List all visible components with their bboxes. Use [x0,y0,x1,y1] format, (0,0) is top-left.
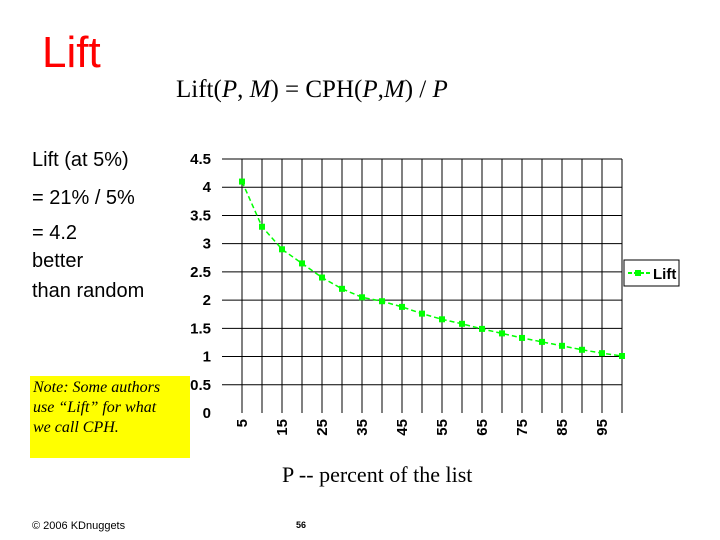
y-tick-label: 4.5 [190,151,211,168]
y-tick-label: 0 [203,405,211,422]
y-tick-label: 2 [203,292,211,309]
series-line-lift [241,181,623,357]
x-tick-label: 85 [554,419,571,436]
lift-value-text: = 4.2 [32,222,78,244]
y-tick-label: 3 [203,236,211,253]
note-box: Note: Some authors use “Lift” for what w… [30,376,190,458]
data-point [339,285,345,292]
page-number: 56 [296,520,307,530]
data-point [619,352,625,359]
note-line: we call CPH. [33,419,119,436]
x-tick-label: 75 [514,419,531,436]
note-line: use “Lift” for what [33,399,157,416]
data-point [459,320,465,327]
data-point [479,325,485,332]
y-tick-label: 1.5 [190,320,211,337]
data-point [259,223,265,230]
lift-at-5-label: Lift (at 5%) [32,149,129,171]
copyright: © 2006 KDnuggets [32,520,126,532]
x-tick-label: 55 [434,419,451,436]
legend-swatch-marker [635,270,641,276]
data-point [519,334,525,341]
x-tick-label: 95 [594,419,611,436]
data-point [319,274,325,281]
lift-ratio-text: = 21% / 5% [32,187,135,209]
y-tick-label: 1 [203,349,211,366]
data-point [239,178,245,185]
x-tick-label: 45 [394,419,411,436]
x-tick-label: 25 [314,419,331,436]
data-point [419,310,425,317]
data-point [439,316,445,323]
x-tick-label: 15 [274,419,291,436]
note-line: Note: Some authors [33,379,161,396]
data-point [379,298,385,305]
data-point [279,246,285,253]
x-tick-label: 5 [234,419,251,427]
data-point [499,330,505,337]
y-tick-label: 2.5 [190,264,211,281]
data-point [299,260,305,267]
x-tick-label: 65 [474,419,491,436]
data-point [599,350,605,357]
y-tick-label: 4 [203,179,212,196]
better-text: better [32,250,84,272]
legend-box [623,259,680,287]
data-point [539,338,545,345]
than-random-text: than random [32,280,145,302]
y-tick-label: 3.5 [190,207,211,224]
slide-title: Lift [42,28,101,77]
data-point [579,346,585,353]
data-point [559,342,565,349]
data-point [399,303,405,310]
x-axis-title: P -- percent of the list [282,462,473,487]
data-point [359,294,365,301]
x-tick-label: 35 [354,419,371,436]
y-tick-label: 0.5 [190,377,211,394]
legend-label: Lift [653,266,676,283]
lift-formula: Lift(P, M) = CPH(P,M) / P [176,76,448,103]
